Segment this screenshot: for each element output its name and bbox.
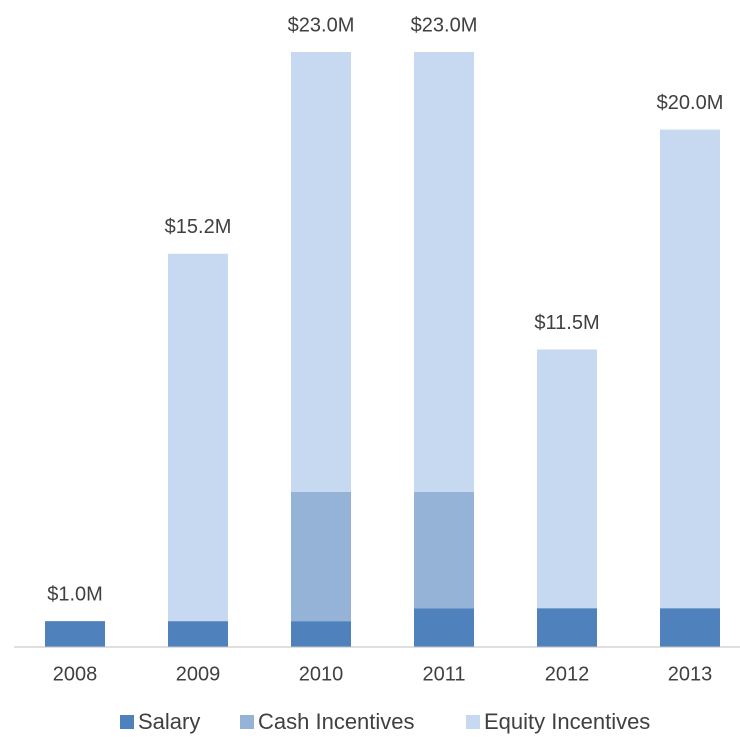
data-label: $23.0M [411,14,478,36]
bar-segment [168,621,228,647]
bar-segment [414,608,474,647]
x-tick-label: 2010 [299,663,344,685]
legend-label: Cash Incentives [258,709,415,734]
bar-segment [168,253,228,622]
legend-label: Equity Incentives [484,709,650,734]
x-tick-label: 2013 [668,663,713,685]
legend-label: Salary [138,709,200,734]
bar-segment [414,491,474,609]
data-label: $11.5M [534,312,599,334]
legend-swatch [120,715,134,729]
bar-segment [537,349,597,609]
bar-segment [291,621,351,647]
bar-segment [660,129,720,609]
x-tick-label: 2011 [422,663,465,685]
bar-segment [537,608,597,647]
x-tick-label: 2012 [545,663,590,685]
bar-segment [660,608,720,647]
bar-segment [414,52,474,492]
bar-segment [45,621,105,647]
data-label: $23.0M [288,14,355,36]
x-tick-label: 2009 [176,663,221,685]
data-label: $1.0M [47,583,103,605]
bar-segment [291,491,351,622]
legend-swatch [466,715,480,729]
legend-swatch [240,715,254,729]
bar-segment [291,52,351,492]
x-tick-label: 2008 [53,663,98,685]
data-label: $15.2M [165,216,232,238]
data-label: $20.0M [657,92,724,114]
